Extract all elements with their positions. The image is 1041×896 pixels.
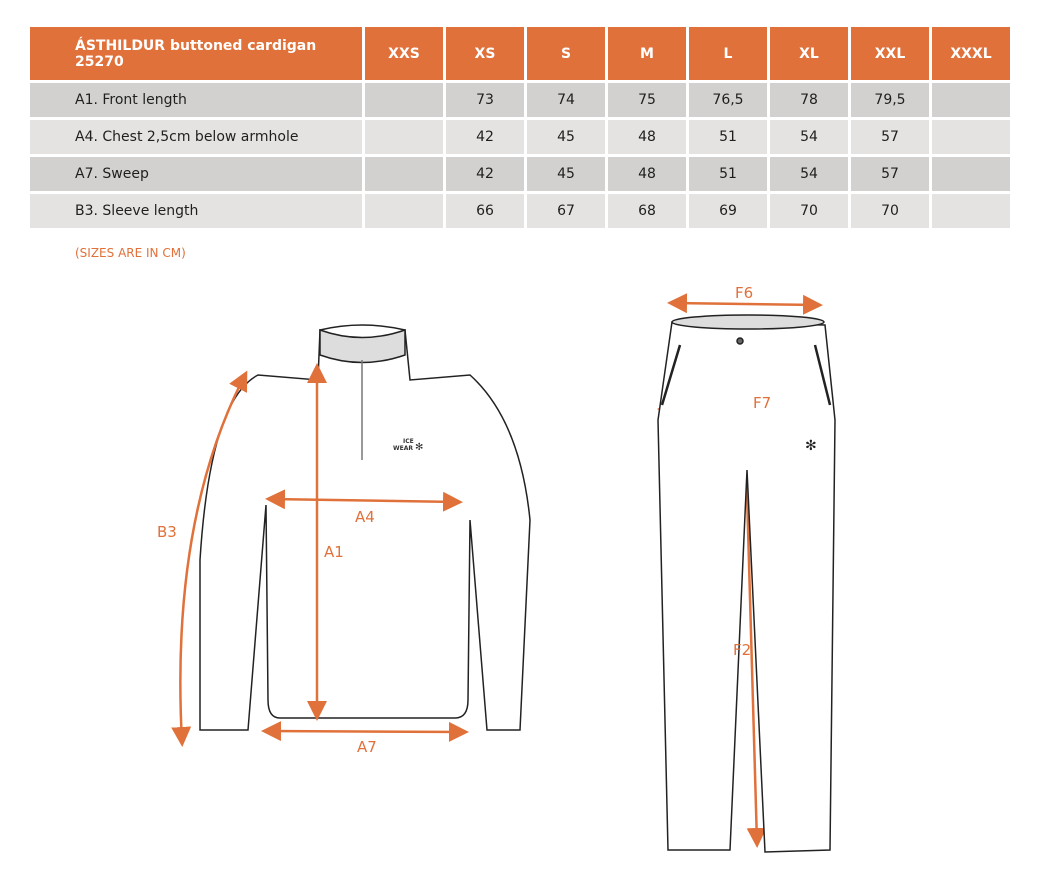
size-value: 57 [851,120,929,154]
size-value: 51 [689,120,767,154]
size-value [932,194,1010,228]
size-value [365,194,443,228]
a4-label: A4 [355,508,375,526]
measurement-label: A1. Front length [30,83,362,117]
size-value: 42 [446,120,524,154]
a1-label: A1 [324,543,344,561]
table-row: A4. Chest 2,5cm below armhole 42 45 48 51 54 5… [30,120,1010,154]
size-value: 74 [527,83,605,117]
size-value: 48 [608,157,686,191]
size-value [365,157,443,191]
size-value: 48 [608,120,686,154]
size-value: 75 [608,83,686,117]
size-value: 70 [851,194,929,228]
size-header: M [608,27,686,80]
f2-label: F2 [733,641,751,659]
table-row: A1. Front length 73 74 75 76,5 78 79,5 [30,83,1010,117]
size-value: 67 [527,194,605,228]
size-header: XS [446,27,524,80]
table-row: B3. Sleeve length 66 67 68 69 70 70 [30,194,1010,228]
table-header-row: ÁSTHILDUR buttoned cardigan 25270 XXS XS… [30,27,1010,80]
size-value [932,120,1010,154]
size-value: 76,5 [689,83,767,117]
a7-arrow [261,721,469,742]
size-value: 70 [770,194,848,228]
size-header: L [689,27,767,80]
size-value: 73 [446,83,524,117]
f6-arrow [667,293,823,315]
f2-arrow [736,453,767,848]
size-value [365,83,443,117]
size-value [932,157,1010,191]
b3-label: B3 [157,523,177,541]
size-value: 54 [770,157,848,191]
top-drawing [199,324,531,731]
svg-text:ICE: ICE [403,438,414,445]
size-value: 66 [446,194,524,228]
size-value: 57 [851,157,929,191]
b3-arrow [171,370,248,747]
a7-label: A7 [357,738,377,756]
size-value: 68 [608,194,686,228]
size-value [365,120,443,154]
size-value [932,83,1010,117]
size-value: 78 [770,83,848,117]
size-value: 45 [527,120,605,154]
size-chart-table: ÁSTHILDUR buttoned cardigan 25270 XXS XS… [27,24,1013,231]
size-header: XXXL [932,27,1010,80]
measurement-label: A4. Chest 2,5cm below armhole [30,120,362,154]
measurement-label: A7. Sweep [30,157,362,191]
units-note: (SIZES ARE IN CM) [75,246,186,260]
size-header: XXS [365,27,443,80]
ice-wear-logo: ICE WEAR ✻ [393,438,423,453]
size-header: XL [770,27,848,80]
f7-label: F7 [753,394,771,412]
size-value: 54 [770,120,848,154]
table-row: A7. Sweep 42 45 48 51 54 57 [30,157,1010,191]
size-value: 69 [689,194,767,228]
measurement-label: B3. Sleeve length [30,194,362,228]
table-title: ÁSTHILDUR buttoned cardigan 25270 [30,27,362,80]
snowflake-icon: ✻ [415,442,423,453]
svg-text:WEAR: WEAR [393,445,413,452]
a4-arrow [265,489,463,512]
size-header: S [527,27,605,80]
size-value: 79,5 [851,83,929,117]
snowflake-icon: ✻ [805,438,817,454]
f6-label: F6 [735,284,753,302]
size-value: 51 [689,157,767,191]
size-value: 42 [446,157,524,191]
pants-drawing: ✻ [657,314,836,853]
size-value: 45 [527,157,605,191]
size-header: XXL [851,27,929,80]
